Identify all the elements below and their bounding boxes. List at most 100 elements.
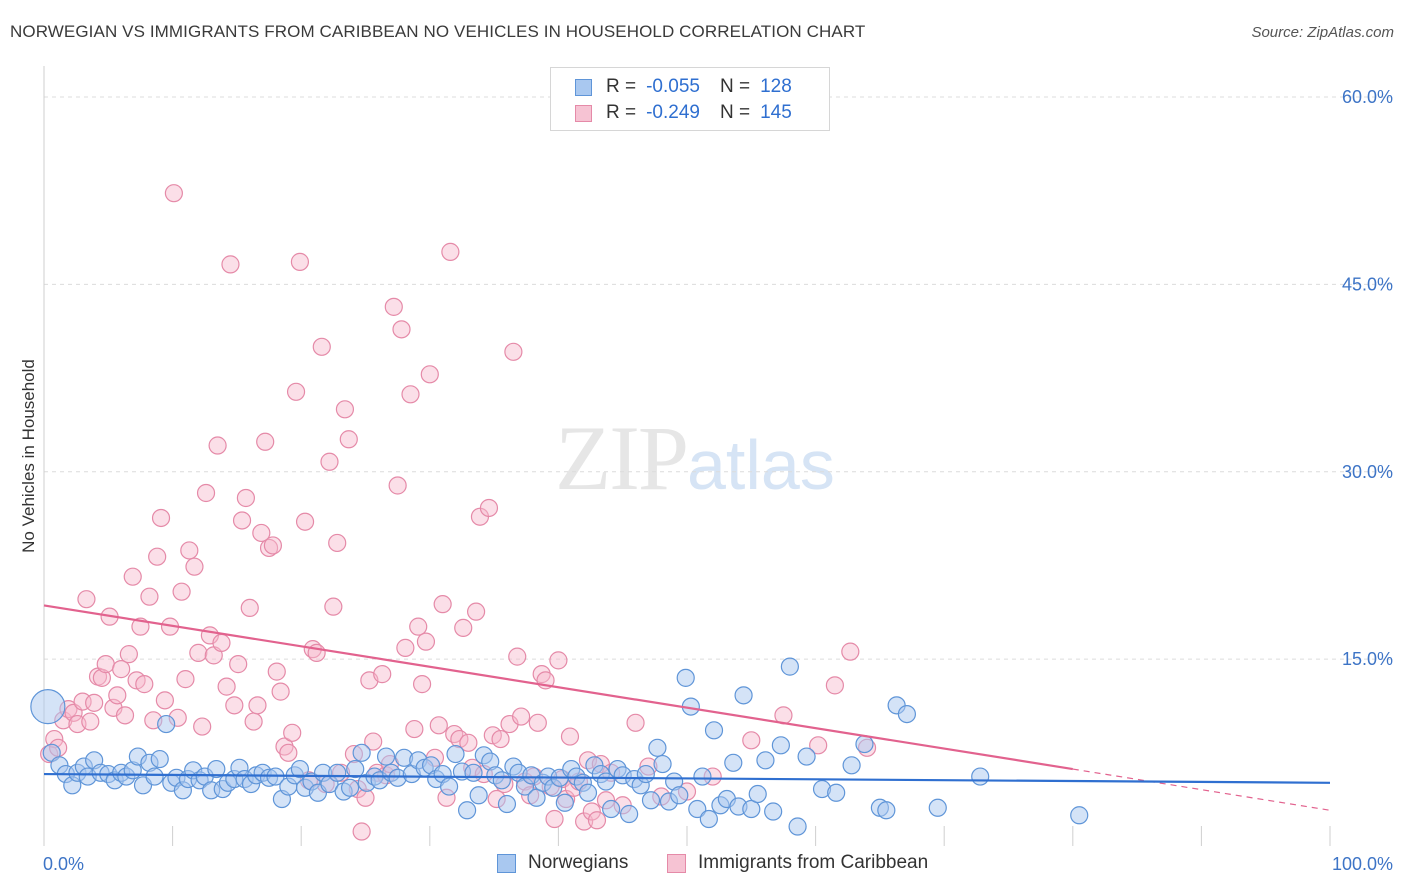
x-tick-label: 100.0% (1332, 854, 1393, 874)
norwegian-point (688, 799, 707, 819)
caribbean-point (445, 724, 464, 744)
bottom-legend-swatch-norwegians (497, 853, 516, 873)
caribbean-point (433, 595, 452, 614)
caribbean-trendline-extension (1072, 768, 1331, 811)
norwegian-point (699, 809, 718, 829)
caribbean-point (85, 693, 104, 712)
norwegian-point (797, 747, 816, 766)
norwegian-point (636, 764, 655, 784)
caribbean-point (396, 638, 415, 657)
caribbean-point (466, 602, 486, 621)
norwegian-point (492, 771, 511, 790)
caribbean-point (267, 662, 286, 681)
norwegian-point (676, 668, 695, 687)
caribbean-point (73, 692, 92, 711)
bottom-legend-label-norwegians: Norwegians (528, 852, 629, 873)
norwegian-point (670, 786, 689, 805)
norwegian-point (376, 747, 396, 766)
norwegian-point (764, 802, 783, 821)
norwegian-point (928, 798, 947, 817)
caribbean-point (180, 541, 199, 560)
caribbean-trendline (43, 604, 1073, 771)
norwegian-point (653, 754, 672, 774)
norwegian-point (352, 743, 371, 762)
norwegian-point (855, 734, 874, 754)
caribbean-point (742, 731, 761, 750)
caribbean-point (112, 660, 131, 679)
norwegian-point (555, 793, 574, 812)
caribbean-point (279, 743, 298, 762)
caribbean-point (232, 511, 252, 530)
norwegian-point (439, 777, 459, 796)
caribbean-point (582, 802, 601, 821)
bottom-legend-norwegians: Norwegians (497, 852, 628, 874)
caribbean-point (193, 717, 212, 736)
legend-swatch-caribbean (575, 104, 592, 122)
norwegian-point (469, 786, 488, 805)
norwegian-point (290, 759, 310, 779)
caribbean-point (283, 723, 302, 742)
norwegian-point (346, 759, 365, 779)
caribbean-point (328, 533, 347, 553)
norwegian-point (648, 738, 667, 757)
norwegian-point (527, 788, 546, 807)
caribbean-point (244, 712, 263, 731)
caribbean-point (356, 788, 375, 807)
caribbean-point (320, 452, 339, 471)
norwegian-point (340, 778, 360, 797)
caribbean-point (416, 632, 436, 651)
caribbean-point (409, 617, 428, 636)
caribbean-point (335, 400, 355, 419)
caribbean-point (401, 385, 420, 404)
caribbean-point (560, 727, 580, 746)
caribbean-point (459, 733, 478, 752)
caribbean-point (412, 675, 432, 694)
norwegian-point (827, 783, 846, 802)
caribbean-point (172, 582, 191, 601)
caribbean-point (384, 297, 403, 316)
norwegian-point (734, 686, 753, 705)
caribbean-point (324, 597, 343, 616)
caribbean-point (295, 512, 315, 531)
norwegian-point (328, 763, 347, 782)
norwegian-point (207, 759, 226, 779)
caribbean-point (135, 675, 154, 694)
norwegian-point (693, 767, 712, 786)
caribbean-point (77, 590, 96, 609)
caribbean-point (626, 713, 645, 732)
caribbean-point (508, 647, 527, 666)
legend-swatch-norwegians (575, 78, 592, 96)
caribbean-point (420, 365, 439, 384)
caribbean-point (441, 242, 460, 261)
legend-n-value: 145 (760, 102, 792, 123)
caribbean-point (140, 587, 159, 606)
caribbean-point (151, 508, 171, 528)
caribbean-point (491, 729, 510, 749)
caribbean-point (221, 255, 240, 274)
caribbean-point (263, 536, 283, 555)
norwegian-point (457, 801, 477, 820)
caribbean-point (252, 523, 271, 543)
caribbean-point (575, 812, 594, 831)
y-tick-label: 60.0% (1342, 87, 1393, 107)
caribbean-point (229, 655, 248, 674)
caribbean-point (825, 676, 844, 695)
legend-r-label: R = (606, 76, 637, 97)
caribbean-point (96, 655, 115, 674)
caribbean-point (217, 677, 236, 696)
norwegian-point (877, 801, 896, 820)
caribbean-point (339, 430, 358, 449)
norwegian-point (704, 721, 724, 740)
caribbean-point (290, 252, 310, 271)
caribbean-point (108, 686, 127, 705)
source-label: Source: ZipAtlas.com (1251, 24, 1394, 41)
caribbean-point (164, 184, 183, 203)
y-tick-label: 45.0% (1342, 274, 1393, 294)
x-tick-label: 0.0% (43, 854, 84, 874)
caribbean-point (512, 707, 531, 726)
norwegian-point (150, 749, 169, 769)
legend-n-label: N = (719, 102, 751, 123)
norwegian-point (724, 753, 743, 772)
watermark-zip: ZIP (555, 407, 689, 509)
